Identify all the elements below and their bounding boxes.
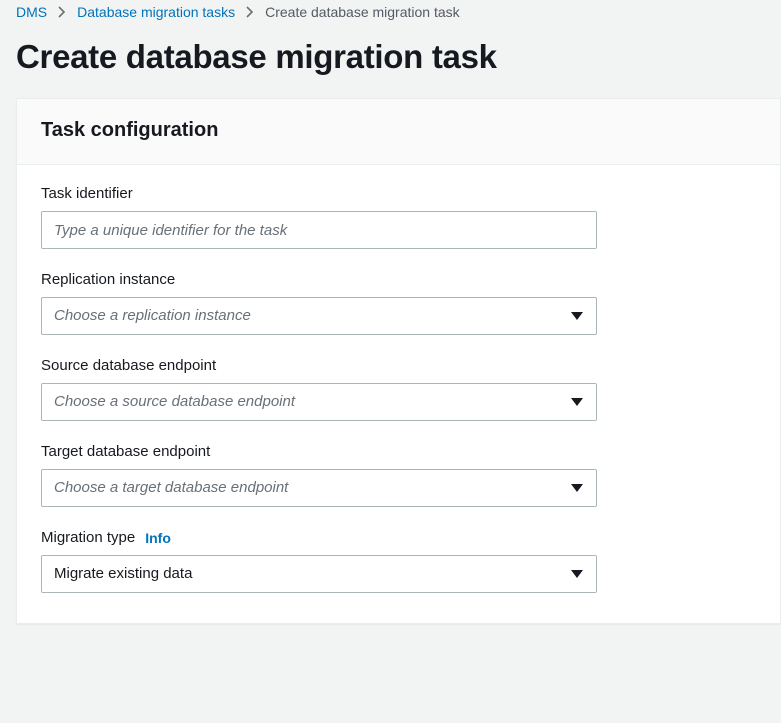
migration-type-info-link[interactable]: Info xyxy=(145,530,171,546)
migration-type-value: Migrate existing data xyxy=(54,556,192,592)
task-identifier-label: Task identifier xyxy=(41,185,756,202)
field-source-endpoint: Source database endpoint Choose a source… xyxy=(41,357,756,421)
chevron-right-icon xyxy=(58,6,66,18)
breadcrumb: DMS Database migration tasks Create data… xyxy=(0,0,781,20)
target-endpoint-select[interactable]: Choose a target database endpoint xyxy=(41,469,597,507)
breadcrumb-current: Create database migration task xyxy=(265,4,460,20)
migration-type-label: Migration type xyxy=(41,529,135,546)
field-migration-type: Migration type Info Migrate existing dat… xyxy=(41,529,756,593)
page-title: Create database migration task xyxy=(0,20,781,98)
replication-instance-label: Replication instance xyxy=(41,271,756,288)
panel-title: Task configuration xyxy=(41,119,756,142)
task-configuration-panel: Task configuration Task identifier Repli… xyxy=(16,98,781,624)
chevron-right-icon xyxy=(246,6,254,18)
task-identifier-input[interactable] xyxy=(41,211,597,249)
replication-instance-select[interactable]: Choose a replication instance xyxy=(41,297,597,335)
replication-instance-placeholder: Choose a replication instance xyxy=(54,298,251,334)
field-replication-instance: Replication instance Choose a replicatio… xyxy=(41,271,756,335)
breadcrumb-link-tasks[interactable]: Database migration tasks xyxy=(77,4,235,20)
field-target-endpoint: Target database endpoint Choose a target… xyxy=(41,443,756,507)
migration-type-select[interactable]: Migrate existing data xyxy=(41,555,597,593)
source-endpoint-label: Source database endpoint xyxy=(41,357,756,374)
breadcrumb-link-dms[interactable]: DMS xyxy=(16,4,47,20)
panel-header: Task configuration xyxy=(17,99,780,165)
source-endpoint-select[interactable]: Choose a source database endpoint xyxy=(41,383,597,421)
target-endpoint-label: Target database endpoint xyxy=(41,443,756,460)
source-endpoint-placeholder: Choose a source database endpoint xyxy=(54,384,295,420)
field-task-identifier: Task identifier xyxy=(41,185,756,249)
target-endpoint-placeholder: Choose a target database endpoint xyxy=(54,470,288,506)
panel-body: Task identifier Replication instance Cho… xyxy=(17,165,780,623)
